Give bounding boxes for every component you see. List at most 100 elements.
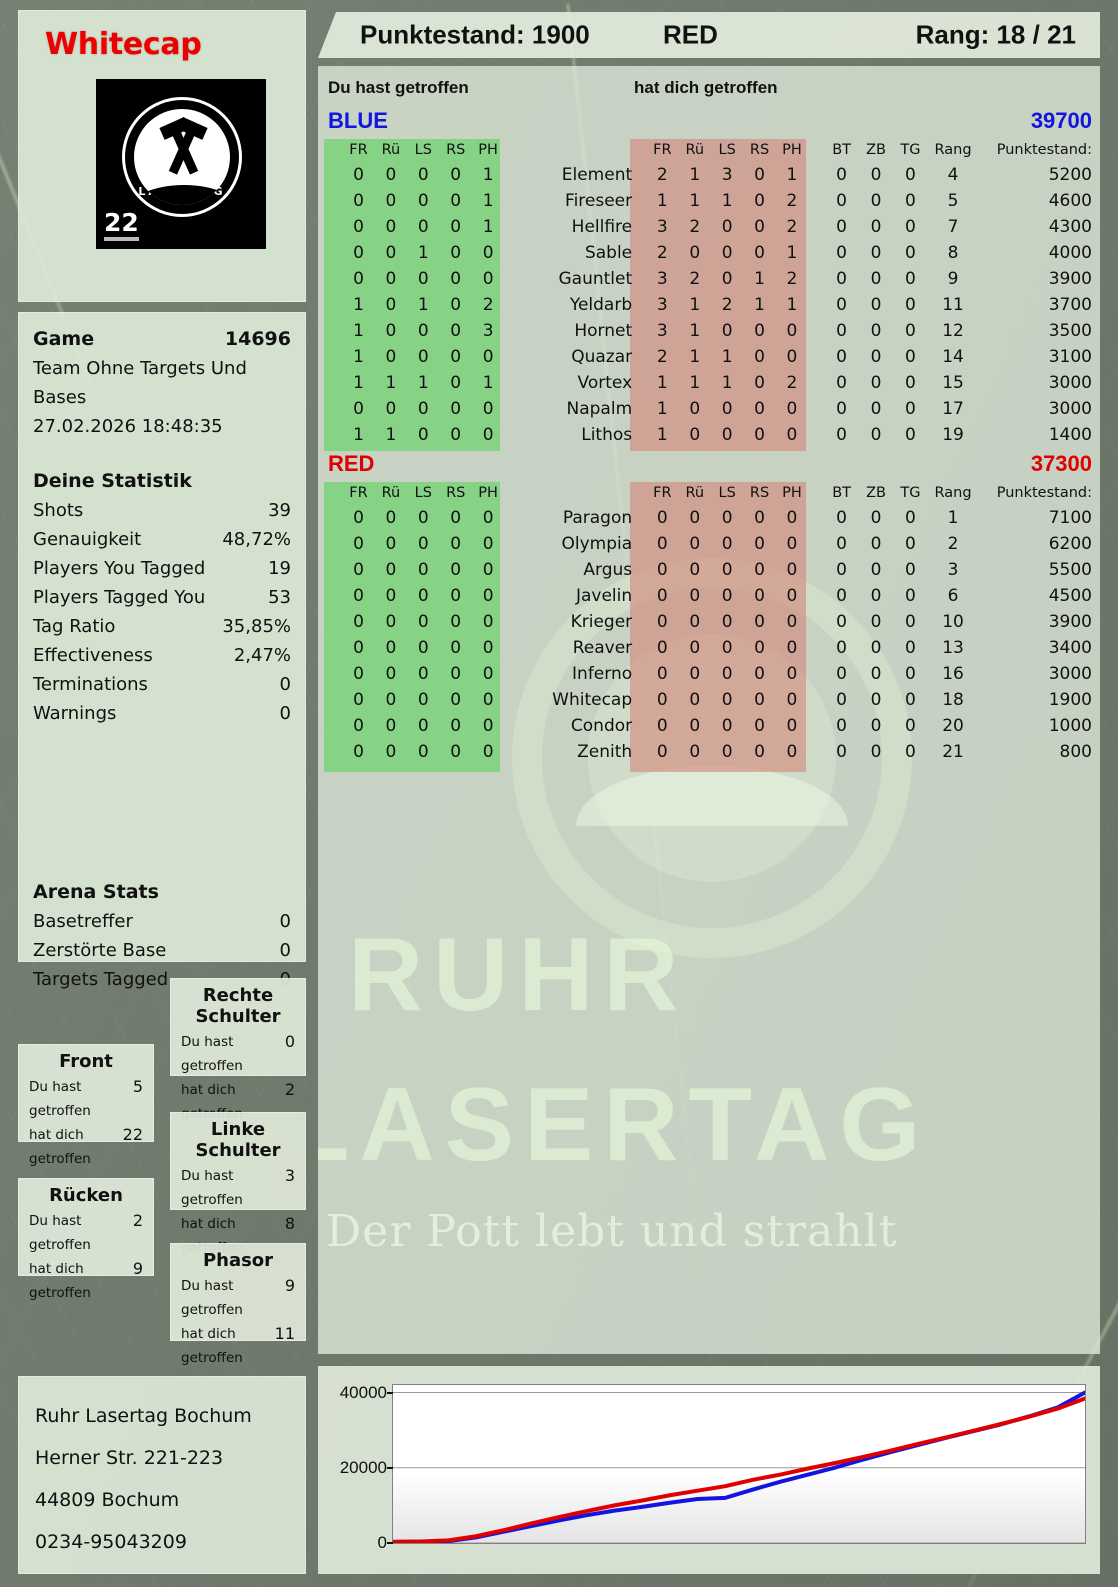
you-hit-cell: 0 xyxy=(385,638,397,658)
bodypart-hit-you: hat dich getroffen 22 xyxy=(29,1125,143,1167)
player-name-cell[interactable]: Quazar xyxy=(571,347,633,367)
score-progression-chart: 0 20000 40000 xyxy=(318,1366,1100,1574)
table-row[interactable]: 0 0 0 0 0 Gauntlet 3 2 0 1 2 0 0 0 9 3900 xyxy=(318,266,1100,292)
hit-you-cell: 2 xyxy=(656,165,668,185)
team-total-red: 37300 xyxy=(1030,451,1092,476)
player-name-cell[interactable]: Fireseer xyxy=(565,191,633,211)
hit-you-cell: 0 xyxy=(689,586,701,606)
bodypart-hit-you: hat dich getroffen 11 xyxy=(181,1324,295,1366)
player-name-cell[interactable]: Vortex xyxy=(577,373,633,393)
col-bt: BT xyxy=(832,485,851,501)
you-hit-cell: 0 xyxy=(450,295,462,315)
hit-you-cell: 1 xyxy=(656,191,668,211)
hit-you-cell: 0 xyxy=(656,612,668,632)
table-row[interactable]: 0 0 0 0 0 Paragon 0 0 0 0 0 0 0 0 1 7100 xyxy=(318,505,1100,531)
table-row[interactable]: 0 0 0 0 0 Napalm 1 0 0 0 0 0 0 0 17 3000 xyxy=(318,396,1100,422)
player-name-cell[interactable]: Paragon xyxy=(562,508,633,528)
rank-cell: 14 xyxy=(942,347,964,367)
aux-cell: 0 xyxy=(836,191,847,211)
score-label: Punktestand: 1900 xyxy=(360,19,590,50)
chart-lines xyxy=(393,1385,1085,1543)
stat-label: Effectiveness xyxy=(33,645,153,666)
you-hit-cell: 0 xyxy=(450,742,462,762)
bodypart-left-shoulder: Linke Schulter Du hast getroffen 3 hat d… xyxy=(170,1112,306,1256)
points-cell: 3000 xyxy=(1048,399,1092,419)
aux-cell: 0 xyxy=(905,534,916,554)
table-row[interactable]: 0 0 0 0 0 Zenith 0 0 0 0 0 0 0 0 21 800 xyxy=(318,739,1100,765)
hit-you-cell: 0 xyxy=(754,347,765,367)
aux-cell: 0 xyxy=(836,243,847,263)
player-name-cell[interactable]: Inferno xyxy=(572,664,633,684)
hit-you-cell: 0 xyxy=(786,742,798,762)
watermark-tagline: Der Pott lebt und strahlt xyxy=(326,1206,898,1257)
player-name-cell[interactable]: Hornet xyxy=(574,321,633,341)
player-name-cell[interactable]: Sable xyxy=(584,243,633,263)
you-hit-cell: 0 xyxy=(385,586,397,606)
stat-value: 19 xyxy=(268,558,291,579)
table-row[interactable]: 1 1 1 0 1 Vortex 1 1 1 0 2 0 0 0 15 3000 xyxy=(318,370,1100,396)
aux-cell: 0 xyxy=(905,716,916,736)
you-hit-cell: 0 xyxy=(353,534,364,554)
table-row[interactable]: 0 0 0 0 0 Javelin 0 0 0 0 0 0 0 0 6 4500 xyxy=(318,583,1100,609)
table-row[interactable]: 0 0 0 0 0 Inferno 0 0 0 0 0 0 0 0 16 3000 xyxy=(318,661,1100,687)
player-name-cell[interactable]: Napalm xyxy=(566,399,633,419)
hit-you-cell: 0 xyxy=(754,321,765,341)
aux-cell: 0 xyxy=(870,321,882,341)
player-name-cell[interactable]: Hellfire xyxy=(571,217,633,237)
arena-stats-title: Arena Stats xyxy=(33,881,159,903)
table-row[interactable]: 0 0 0 0 0 Krieger 0 0 0 0 0 0 0 0 10 3900 xyxy=(318,609,1100,635)
points-cell: 4500 xyxy=(1048,586,1092,606)
bodypart-right-shoulder: Rechte Schulter Du hast getroffen 0 hat … xyxy=(170,978,306,1122)
player-name-cell[interactable]: Krieger xyxy=(570,612,633,632)
you-hit-cell: 1 xyxy=(417,243,429,263)
you-hit-cell: 0 xyxy=(482,664,494,684)
player-name-cell[interactable]: Reaver xyxy=(572,638,633,658)
aux-cell: 0 xyxy=(870,638,882,658)
table-row[interactable]: 1 0 0 0 0 Quazar 2 1 1 0 0 0 0 0 14 3100 xyxy=(318,344,1100,370)
table-row[interactable]: 0 0 0 0 1 Fireseer 1 1 1 0 2 0 0 0 5 4600 xyxy=(318,188,1100,214)
player-name-cell[interactable]: Element xyxy=(561,165,633,185)
bodypart-you-hit: Du hast getroffen 3 xyxy=(181,1166,295,1208)
stat-players-tagged-you: Players Tagged You 53 xyxy=(33,583,291,612)
hit-you-cell: 0 xyxy=(721,534,733,554)
table-row[interactable]: 0 0 0 0 0 Condor 0 0 0 0 0 0 0 0 20 1000 xyxy=(318,713,1100,739)
aux-cell: 0 xyxy=(836,373,847,393)
table-row[interactable]: 0 0 0 0 1 Hellfire 3 2 0 0 2 0 0 0 7 4300 xyxy=(318,214,1100,240)
bodypart-you-hit: Du hast getroffen 9 xyxy=(181,1276,295,1318)
rank-cell: 15 xyxy=(942,373,964,393)
col-bt: BT xyxy=(832,142,851,158)
game-label: Game xyxy=(33,328,95,350)
table-row[interactable]: 0 0 0 0 1 Element 2 1 3 0 1 0 0 0 4 5200 xyxy=(318,162,1100,188)
you-hit-cell: 0 xyxy=(417,269,429,289)
table-row[interactable]: 1 0 0 0 3 Hornet 3 1 0 0 0 0 0 0 12 3500 xyxy=(318,318,1100,344)
table-row[interactable]: 0 0 0 0 0 Argus 0 0 0 0 0 0 0 0 3 5500 xyxy=(318,557,1100,583)
player-name-cell[interactable]: Zenith xyxy=(577,742,633,762)
you-hit-cell: 0 xyxy=(353,638,364,658)
you-hit-cell: 0 xyxy=(482,560,494,580)
table-row[interactable]: 0 0 1 0 0 Sable 2 0 0 0 1 0 0 0 8 4000 xyxy=(318,240,1100,266)
rank-label: Rang: 18 / 21 xyxy=(915,19,1076,50)
player-name-cell[interactable]: Argus xyxy=(583,560,633,580)
stat-label: Targets Tagged xyxy=(33,969,169,990)
table-row[interactable]: 1 0 1 0 2 Yeldarb 3 1 2 1 1 0 0 0 11 3700 xyxy=(318,292,1100,318)
table-row[interactable]: 1 1 0 0 0 Lithos 1 0 0 0 0 0 0 0 19 1400 xyxy=(318,422,1100,448)
player-name-cell[interactable]: Lithos xyxy=(581,425,633,445)
player-name-cell[interactable]: Olympia xyxy=(561,534,633,554)
player-name-cell[interactable]: Gauntlet xyxy=(558,269,633,289)
table-header-row: FR Rü LS RS PH FR Rü LS RS PH BT ZB xyxy=(318,138,1100,162)
player-name-cell[interactable]: Javelin xyxy=(575,586,633,606)
player-name-cell[interactable]: Yeldarb xyxy=(569,295,633,315)
you-hit-cell: 0 xyxy=(385,664,397,684)
table-row[interactable]: 0 0 0 0 0 Whitecap 0 0 0 0 0 0 0 0 18 1900 xyxy=(318,687,1100,713)
stat-label: Players You Tagged xyxy=(33,558,206,579)
hit-you-cell: 3 xyxy=(656,295,668,315)
chart-plot-area: 0 20000 40000 xyxy=(340,1383,1086,1552)
col-you-ru: Rü xyxy=(381,485,401,501)
table-row[interactable]: 0 0 0 0 0 Reaver 0 0 0 0 0 0 0 0 13 3400 xyxy=(318,635,1100,661)
player-name-cell[interactable]: Condor xyxy=(570,716,633,736)
stat-value: 39 xyxy=(268,500,291,521)
table-row[interactable]: 0 0 0 0 0 Olympia 0 0 0 0 0 0 0 0 2 6200 xyxy=(318,531,1100,557)
you-hit-cell: 0 xyxy=(353,165,364,185)
player-name-cell[interactable]: Whitecap xyxy=(552,690,633,710)
hit-you-cell: 0 xyxy=(786,690,798,710)
